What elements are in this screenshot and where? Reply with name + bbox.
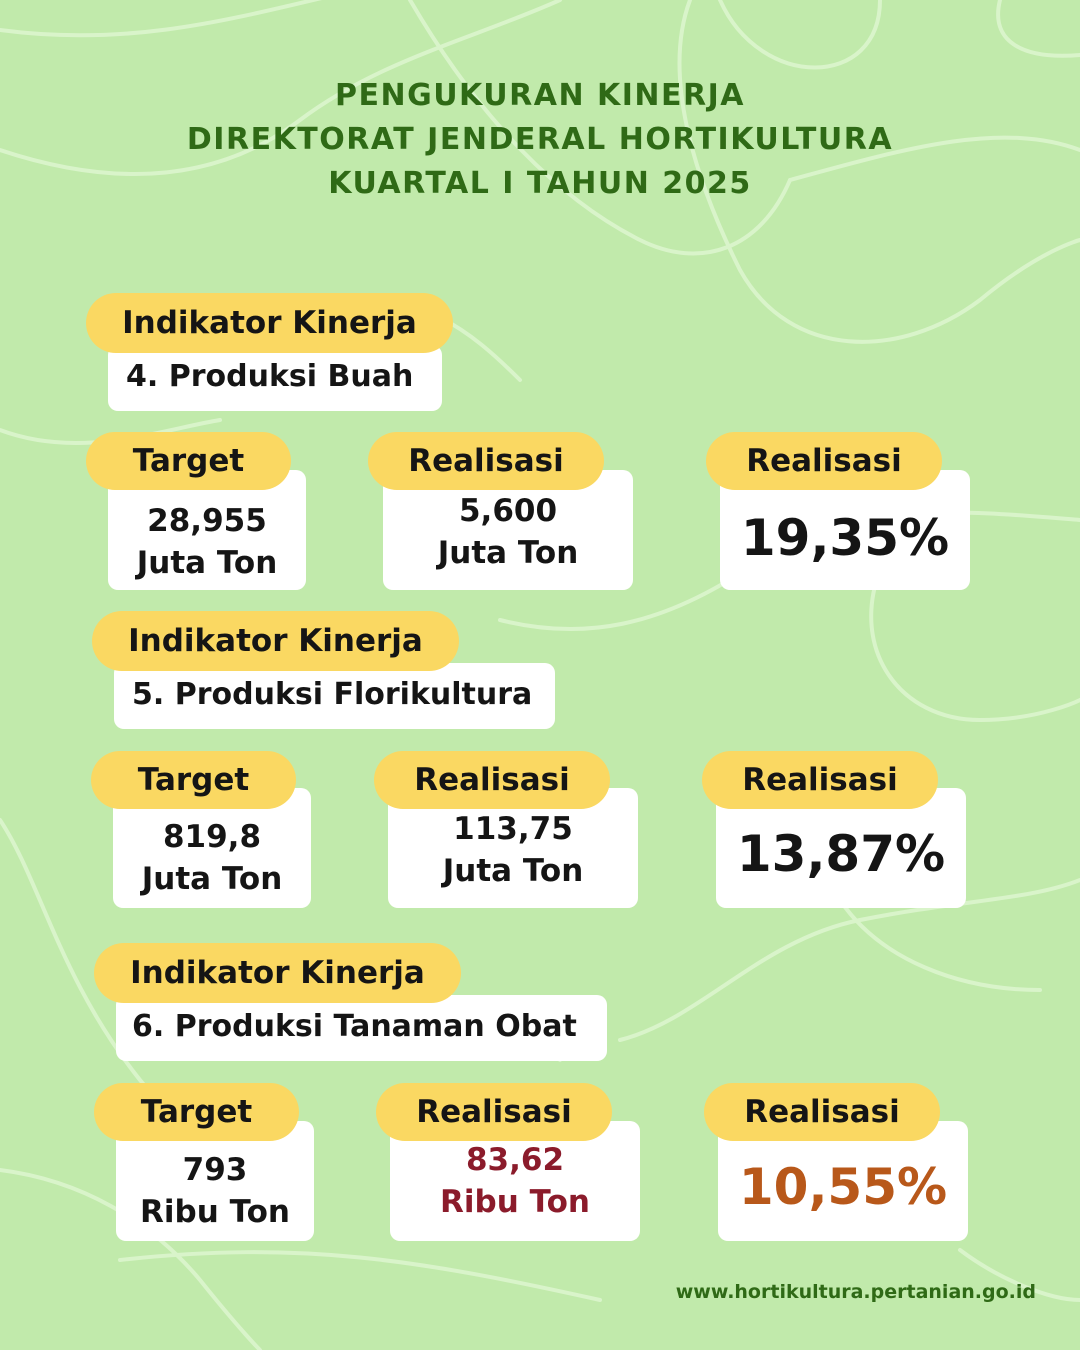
- target-value-block: 793 Ribu Ton: [116, 1149, 314, 1233]
- target-label-pill: Target: [91, 751, 296, 809]
- realisasi-value: 83,62: [465, 1142, 565, 1178]
- target-unit: Juta Ton: [136, 545, 278, 581]
- target-value: 28,955: [147, 503, 267, 539]
- realisasi-percent: 13,87%: [736, 825, 946, 883]
- target-label-pill: Target: [94, 1083, 299, 1141]
- target-value: 819,8: [162, 819, 262, 855]
- target-card: 793 Ribu Ton: [116, 1121, 314, 1241]
- indicator-name-card: 6. Produksi Tanaman Obat: [116, 995, 607, 1061]
- percent-label-pill: Realisasi: [704, 1083, 940, 1141]
- website-link[interactable]: www.hortikultura.pertanian.go.id: [675, 1281, 1036, 1303]
- realisasi-value-block: 83,62 Ribu Ton: [390, 1139, 640, 1223]
- target-value: 793: [182, 1152, 248, 1188]
- indicator-heading-pill: Indikator Kinerja: [92, 611, 459, 671]
- realisasi-unit: Ribu Ton: [440, 1184, 590, 1220]
- target-unit: Juta Ton: [141, 861, 283, 897]
- indicator-name-card: 5. Produksi Florikultura: [114, 663, 555, 729]
- target-card: 28,955 Juta Ton: [108, 470, 306, 590]
- indicator-heading-pill: Indikator Kinerja: [94, 943, 461, 1003]
- realisasi-value: 5,600: [458, 493, 558, 529]
- title-line-3: KUARTAL I TAHUN 2025: [328, 166, 752, 201]
- target-label-pill: Target: [86, 432, 291, 490]
- indicator-name: 4. Produksi Buah: [126, 359, 414, 394]
- percent-label-pill: Realisasi: [702, 751, 938, 809]
- realisasi-label-pill: Realisasi: [376, 1083, 612, 1141]
- realisasi-value-block: 5,600 Juta Ton: [383, 490, 633, 574]
- title-line-1: PENGUKURAN KINERJA: [334, 78, 745, 113]
- realisasi-label-pill: Realisasi: [374, 751, 610, 809]
- target-unit: Ribu Ton: [140, 1194, 290, 1230]
- indicator-name-card: 4. Produksi Buah: [108, 345, 442, 411]
- realisasi-card: 83,62 Ribu Ton: [390, 1121, 640, 1241]
- percent-card: 19,35%: [720, 470, 970, 590]
- target-value-block: 28,955 Juta Ton: [108, 500, 306, 584]
- page-title: PENGUKURAN KINERJA DIREKTORAT JENDERAL H…: [0, 74, 1080, 206]
- realisasi-percent: 19,35%: [740, 509, 950, 567]
- indicator-heading-pill: Indikator Kinerja: [86, 293, 453, 353]
- percent-card: 10,55%: [718, 1121, 968, 1241]
- title-line-2: DIREKTORAT JENDERAL HORTIKULTURA: [186, 122, 894, 157]
- realisasi-unit: Juta Ton: [437, 535, 579, 571]
- percent-label-pill: Realisasi: [706, 432, 942, 490]
- realisasi-value: 113,75: [453, 811, 573, 847]
- indicator-name: 5. Produksi Florikultura: [132, 677, 533, 712]
- realisasi-card: 5,600 Juta Ton: [383, 470, 633, 590]
- realisasi-label-pill: Realisasi: [368, 432, 604, 490]
- indicator-name: 6. Produksi Tanaman Obat: [132, 1009, 577, 1044]
- realisasi-percent: 10,55%: [738, 1158, 948, 1216]
- realisasi-unit: Juta Ton: [442, 853, 584, 889]
- realisasi-value-block: 113,75 Juta Ton: [388, 808, 638, 892]
- target-value-block: 819,8 Juta Ton: [113, 816, 311, 900]
